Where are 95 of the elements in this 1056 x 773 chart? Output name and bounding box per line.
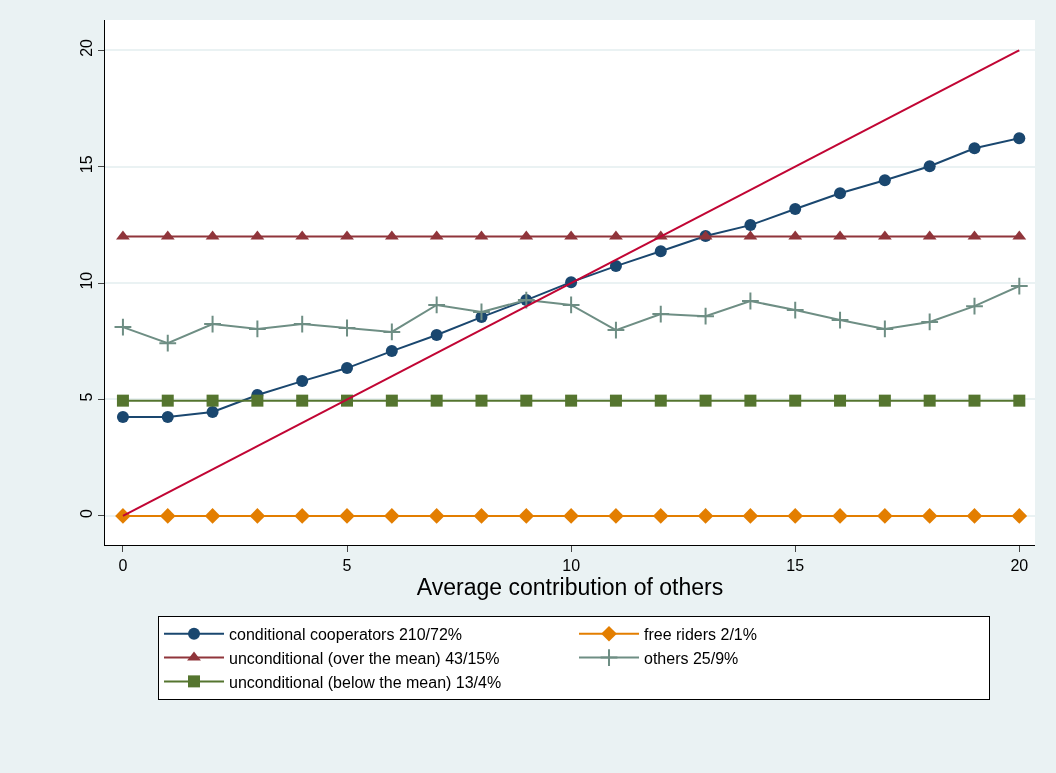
point <box>923 160 936 173</box>
y-tick-label: 10 <box>77 271 95 290</box>
point <box>251 394 264 407</box>
legend-label: unconditional (below the mean) 13/4% <box>229 673 502 691</box>
point <box>384 508 400 524</box>
point <box>296 394 309 407</box>
point <box>158 333 178 353</box>
point <box>473 508 490 524</box>
point <box>830 310 850 330</box>
x-axis-title: Average contribution of others <box>416 574 724 601</box>
point <box>247 319 267 339</box>
point <box>609 260 622 273</box>
point <box>1011 508 1028 524</box>
point <box>609 394 622 407</box>
point <box>339 508 355 524</box>
point <box>116 410 129 423</box>
point <box>606 320 626 340</box>
point <box>968 142 981 155</box>
point <box>292 314 312 334</box>
point <box>382 322 402 342</box>
point <box>340 230 354 240</box>
point <box>699 394 712 407</box>
point <box>161 410 174 423</box>
point <box>1013 132 1026 145</box>
point <box>742 508 759 524</box>
point <box>518 508 535 524</box>
y-tick-label: 0 <box>77 508 95 518</box>
y-tick-label: 15 <box>77 155 95 174</box>
point <box>833 230 847 240</box>
point <box>428 508 445 524</box>
point <box>651 304 671 324</box>
point <box>1013 394 1026 407</box>
legend-label: free riders 2/1% <box>644 626 757 644</box>
point <box>296 375 309 388</box>
point <box>966 508 983 524</box>
point <box>654 394 667 407</box>
point <box>741 291 760 311</box>
point <box>116 394 129 407</box>
point <box>920 312 940 332</box>
point <box>609 230 623 240</box>
point <box>832 508 848 524</box>
point <box>789 203 802 216</box>
point <box>561 295 581 315</box>
point <box>654 245 667 258</box>
point <box>921 508 938 524</box>
point <box>430 329 443 341</box>
point <box>520 394 533 407</box>
point <box>744 219 757 232</box>
point <box>878 174 891 187</box>
point <box>787 508 804 524</box>
point <box>116 230 130 240</box>
point <box>696 306 715 326</box>
point <box>159 508 176 524</box>
legend-label: unconditional (over the mean) 43/15% <box>229 649 500 667</box>
point <box>294 508 310 524</box>
point <box>834 394 847 407</box>
x-tick-label: 20 <box>1010 557 1029 575</box>
point <box>785 300 805 320</box>
y-tick-label: 5 <box>77 392 95 402</box>
x-tick-label: 5 <box>342 557 352 575</box>
point <box>608 508 624 524</box>
point <box>744 394 757 407</box>
point <box>923 394 936 407</box>
point <box>430 394 443 407</box>
point <box>965 296 984 316</box>
point <box>875 319 895 339</box>
point <box>385 345 398 358</box>
point <box>113 317 133 337</box>
x-tick-label: 0 <box>118 557 128 575</box>
point <box>1009 276 1029 296</box>
point <box>697 508 714 524</box>
point <box>968 394 981 407</box>
point <box>472 302 491 322</box>
point <box>789 394 802 407</box>
point <box>341 362 354 375</box>
legend-label: conditional cooperators 210/72% <box>229 626 463 644</box>
point <box>652 508 669 524</box>
point <box>206 406 219 419</box>
point <box>475 394 488 407</box>
point <box>203 314 222 334</box>
y-tick-label: 20 <box>77 38 95 57</box>
point <box>427 295 447 315</box>
point <box>161 394 174 407</box>
point <box>249 508 266 524</box>
point <box>877 508 893 524</box>
point <box>206 394 219 407</box>
x-tick-label: 15 <box>786 557 805 575</box>
point <box>204 508 221 524</box>
point <box>563 508 579 524</box>
point <box>385 394 398 407</box>
legend-label: others 25/9% <box>644 649 739 667</box>
point <box>878 394 891 407</box>
point <box>565 394 578 407</box>
x-tick-label: 10 <box>562 557 581 575</box>
point <box>834 187 847 200</box>
